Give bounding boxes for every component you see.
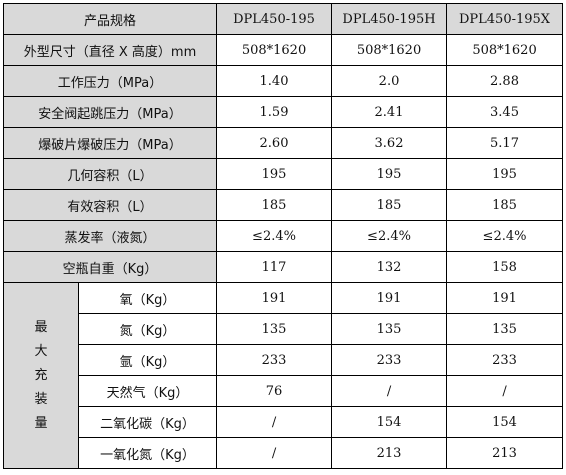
- spec-value-cell: 2.88: [446, 65, 564, 97]
- group-label-char: 大: [34, 343, 48, 359]
- fill-value-cell: 135: [331, 313, 448, 345]
- spec-value-cell: ≤2.4%: [331, 220, 448, 252]
- spec-row-label: 有效容积（L）: [2, 189, 218, 221]
- spec-row: 几何容积（L） 195 195 195: [2, 158, 564, 190]
- spec-row-label: 安全阀起跳压力（MPa）: [2, 96, 218, 128]
- fill-value-cell: 191: [331, 282, 448, 314]
- fill-value-cell: 213: [331, 437, 448, 469]
- max-fill-group-label: 最大充装量: [3, 282, 79, 469]
- spec-row: 外型尺寸（直径 X 高度）mm 508*1620 508*1620 508*1620: [2, 34, 564, 66]
- spec-row-label: 爆破片爆破压力（MPa）: [2, 127, 218, 159]
- fill-value-cell: 191: [216, 282, 333, 314]
- fill-value-cell: 191: [446, 282, 564, 314]
- spec-value-cell: 185: [331, 189, 448, 221]
- group-label-char: 量: [34, 415, 48, 431]
- spec-row: 有效容积（L） 185 185 185: [2, 189, 564, 221]
- spec-value-cell: 132: [331, 251, 448, 283]
- spec-table: 产品规格 DPL450-195 DPL450-195H DPL450-195X …: [2, 3, 564, 469]
- group-label-char: 充: [34, 367, 48, 383]
- fill-row-label: 氧（Kg）: [77, 282, 218, 314]
- fill-row: 最大充装量氧（Kg） 191 191 191: [3, 282, 564, 469]
- fill-value-cell: 135: [216, 313, 333, 345]
- spec-value-cell: 1.59: [216, 96, 333, 128]
- fill-value-cell: 233: [446, 344, 564, 376]
- fill-value-cell: 76: [216, 375, 333, 407]
- fill-row-label: 一氧化氮（Kg）: [77, 437, 218, 469]
- fill-value-cell: 213: [446, 437, 564, 469]
- header-label: 产品规格: [2, 3, 218, 35]
- fill-value-cell: 233: [331, 344, 448, 376]
- fill-value-cell: /: [331, 375, 448, 407]
- spec-row: 安全阀起跳压力（MPa） 1.59 2.41 3.45: [2, 96, 564, 128]
- spec-value-cell: ≤2.4%: [446, 220, 564, 252]
- fill-row: 氩（Kg） 233 233 233: [4, 344, 564, 376]
- spec-value-cell: 195: [216, 158, 333, 190]
- spec-value-cell: 3.62: [331, 127, 448, 159]
- fill-row: 二氧化碳（Kg）/154 154: [4, 406, 564, 438]
- spec-value-cell: 5.17: [446, 127, 564, 159]
- spec-row-label: 外型尺寸（直径 X 高度）mm: [2, 34, 218, 66]
- header-row: 产品规格 DPL450-195 DPL450-195H DPL450-195X: [2, 3, 564, 35]
- spec-row-label: 空瓶自重（Kg）: [2, 251, 218, 283]
- fill-value-cell: /: [216, 437, 333, 469]
- fill-value-cell: /: [216, 406, 333, 438]
- fill-row-label: 二氧化碳（Kg）: [77, 406, 218, 438]
- spec-table-body: 外型尺寸（直径 X 高度）mm 508*1620 508*1620 508*1620 工…: [2, 34, 564, 469]
- spec-row: 蒸发率（液氮） ≤2.4% ≤2.4% ≤2.4%: [2, 220, 564, 252]
- spec-value-cell: 2.41: [331, 96, 448, 128]
- spec-value-cell: ≤2.4%: [216, 220, 333, 252]
- spec-value-cell: 508*1620: [216, 34, 333, 66]
- fill-row-label: 氮（Kg）: [77, 313, 218, 345]
- model-column-header: DPL450-195: [216, 3, 333, 35]
- fill-row-label: 氩（Kg）: [77, 344, 218, 376]
- spec-value-cell: 3.45: [446, 96, 564, 128]
- spec-value-cell: 2.60: [216, 127, 333, 159]
- spec-row-label: 工作压力（MPa）: [2, 65, 218, 97]
- spec-value-cell: 185: [216, 189, 333, 221]
- spec-value-cell: 195: [446, 158, 564, 190]
- spec-value-cell: 158: [446, 251, 564, 283]
- spec-value-cell: 508*1620: [331, 34, 448, 66]
- model-column-header: DPL450-195X: [446, 3, 564, 35]
- fill-value-cell: 233: [216, 344, 333, 376]
- group-label-char: 装: [34, 391, 48, 407]
- model-column-header: DPL450-195H: [331, 3, 448, 35]
- spec-row: 空瓶自重（Kg） 117 132 158: [2, 251, 564, 283]
- spec-value-cell: 117: [216, 251, 333, 283]
- spec-value-cell: 185: [446, 189, 564, 221]
- spec-row: 工作压力（MPa） 1.40 2.0 2.88: [2, 65, 564, 97]
- spec-value-cell: 195: [331, 158, 448, 190]
- fill-value-cell: 135: [446, 313, 564, 345]
- fill-row: 氮（Kg） 135 135 135: [4, 313, 564, 345]
- spec-row-label: 蒸发率（液氮）: [2, 220, 218, 252]
- fill-value-cell: 154: [446, 406, 564, 438]
- spec-row: 爆破片爆破压力（MPa） 2.60 3.62 5.17: [2, 127, 564, 159]
- fill-row: 天然气（Kg） 76//: [4, 375, 564, 407]
- group-label-char: 最: [34, 319, 48, 335]
- fill-value-cell: /: [446, 375, 564, 407]
- fill-row-label: 天然气（Kg）: [77, 375, 218, 407]
- fill-row: 一氧化氮（Kg）/213 213: [4, 437, 564, 469]
- spec-value-cell: 1.40: [216, 65, 333, 97]
- spec-value-cell: 508*1620: [446, 34, 564, 66]
- spec-row-label: 几何容积（L）: [2, 158, 218, 190]
- spec-value-cell: 2.0: [331, 65, 448, 97]
- fill-value-cell: 154: [331, 406, 448, 438]
